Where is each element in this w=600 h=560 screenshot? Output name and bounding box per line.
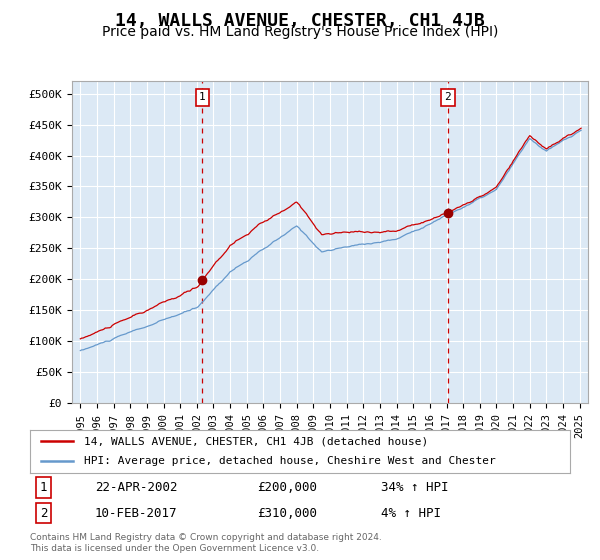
Text: HPI: Average price, detached house, Cheshire West and Chester: HPI: Average price, detached house, Ches… (84, 456, 496, 466)
Text: 14, WALLS AVENUE, CHESTER, CH1 4JB (detached house): 14, WALLS AVENUE, CHESTER, CH1 4JB (deta… (84, 436, 428, 446)
Text: 22-APR-2002: 22-APR-2002 (95, 481, 178, 494)
Text: 1: 1 (40, 481, 47, 494)
Text: 1: 1 (199, 92, 206, 102)
Text: Contains HM Land Registry data © Crown copyright and database right 2024.
This d: Contains HM Land Registry data © Crown c… (30, 533, 382, 553)
Text: £200,000: £200,000 (257, 481, 317, 494)
Text: 10-FEB-2017: 10-FEB-2017 (95, 507, 178, 520)
Text: 4% ↑ HPI: 4% ↑ HPI (381, 507, 441, 520)
Text: 34% ↑ HPI: 34% ↑ HPI (381, 481, 449, 494)
Text: £310,000: £310,000 (257, 507, 317, 520)
Text: 2: 2 (40, 507, 47, 520)
Text: Price paid vs. HM Land Registry's House Price Index (HPI): Price paid vs. HM Land Registry's House … (102, 25, 498, 39)
Text: 2: 2 (445, 92, 451, 102)
Text: 14, WALLS AVENUE, CHESTER, CH1 4JB: 14, WALLS AVENUE, CHESTER, CH1 4JB (115, 12, 485, 30)
